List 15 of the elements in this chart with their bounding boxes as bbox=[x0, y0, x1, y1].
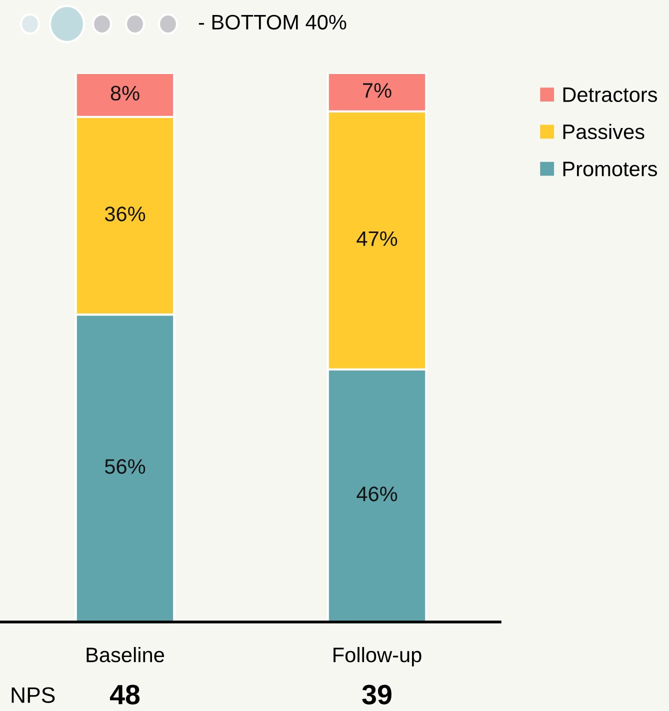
text: 48 bbox=[110, 684, 140, 704]
data-label: 8% bbox=[110, 86, 140, 101]
data-label: 36% bbox=[104, 206, 146, 222]
x-tick-label: Follow-up bbox=[334, 647, 422, 666]
x-tick-label: Baseline bbox=[86, 647, 164, 662]
text: NPS bbox=[12, 687, 55, 703]
legend-label: Detractors bbox=[563, 88, 658, 102]
data-label: 7% bbox=[363, 83, 392, 98]
text: 39 bbox=[362, 684, 392, 704]
data-label: 47% bbox=[356, 231, 398, 246]
chart-subtitle: - BOTTOM 40% bbox=[198, 14, 346, 30]
legend-label: Promoters bbox=[563, 162, 658, 176]
data-label: 46% bbox=[356, 486, 398, 502]
legend-label: Passives bbox=[563, 124, 644, 140]
data-label: 56% bbox=[104, 459, 146, 474]
